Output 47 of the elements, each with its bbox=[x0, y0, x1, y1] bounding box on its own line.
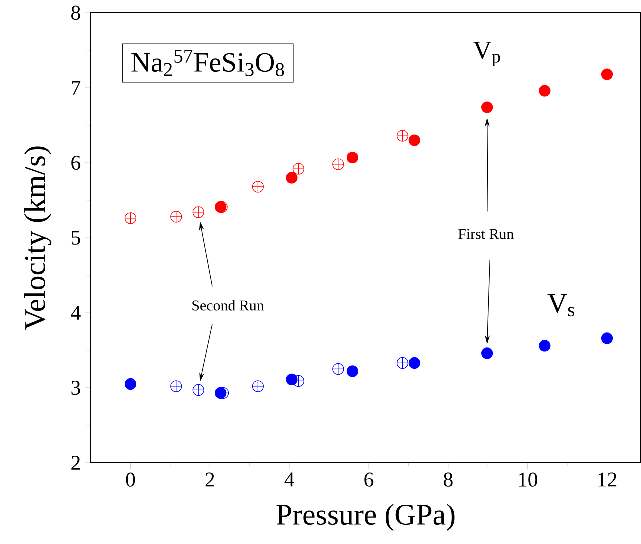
x-tick-label: 12 bbox=[598, 472, 617, 487]
point bbox=[170, 380, 182, 392]
point bbox=[346, 366, 359, 378]
y-tick-label: 8 bbox=[72, 6, 80, 20]
point bbox=[292, 375, 304, 388]
point bbox=[124, 212, 137, 224]
point bbox=[408, 357, 420, 370]
x-tick-label: 0 bbox=[126, 472, 136, 487]
y-tick-label: 7 bbox=[72, 81, 81, 95]
text: Na$_{2}$$^{57}$FeSi$_{3}$O$_{8}$ bbox=[132, 50, 284, 76]
point bbox=[396, 130, 409, 142]
point bbox=[124, 378, 137, 390]
y-tick-label: 3 bbox=[72, 380, 80, 396]
point bbox=[408, 134, 420, 146]
x-axis-title: Pressure (GPa) bbox=[276, 504, 455, 532]
point bbox=[252, 181, 264, 193]
point bbox=[286, 374, 298, 386]
point bbox=[482, 348, 494, 360]
point bbox=[192, 206, 204, 218]
x-tick-label: 2 bbox=[206, 472, 214, 487]
point bbox=[192, 384, 204, 396]
point bbox=[292, 163, 304, 175]
point bbox=[332, 363, 344, 376]
point bbox=[170, 211, 182, 223]
annotation: V$_{p}$ bbox=[473, 42, 500, 67]
point bbox=[252, 380, 264, 392]
x-tick-label: 8 bbox=[444, 472, 453, 487]
annotation: Second Run bbox=[192, 300, 264, 311]
x-tick-label: 6 bbox=[364, 472, 374, 487]
y-tick-label: 5 bbox=[72, 231, 80, 245]
y-tick-label: 6 bbox=[72, 156, 81, 170]
y-tick-label: 4 bbox=[71, 306, 81, 320]
point bbox=[482, 102, 494, 114]
point bbox=[346, 152, 359, 164]
y-tick-label: 2 bbox=[72, 456, 80, 470]
x-tick-label: 10 bbox=[519, 472, 538, 487]
point bbox=[396, 357, 409, 370]
annotation: First Run bbox=[458, 229, 514, 240]
point bbox=[539, 85, 551, 97]
annotation: V$_{s}$ bbox=[548, 294, 574, 317]
point bbox=[332, 158, 344, 170]
x-tick-label: 4 bbox=[284, 472, 294, 487]
y-axis-title: Velocity (km/s) bbox=[24, 146, 52, 330]
point bbox=[601, 68, 614, 80]
point bbox=[601, 332, 614, 344]
point bbox=[539, 340, 551, 352]
point bbox=[286, 172, 298, 184]
